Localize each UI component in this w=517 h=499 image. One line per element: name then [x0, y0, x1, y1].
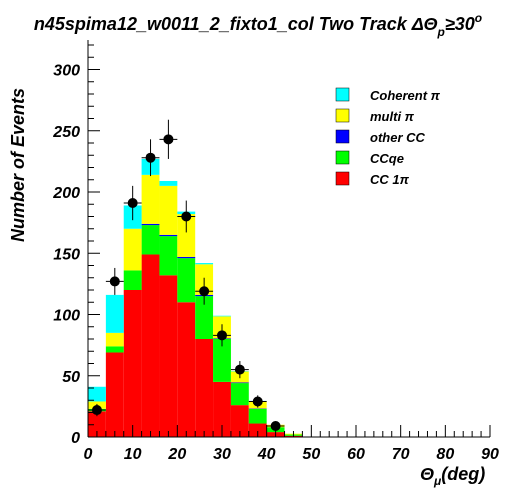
x-tick-label: 90 — [481, 446, 499, 463]
x-tick-label: 50 — [302, 446, 320, 463]
legend: Coherent π multi π other CC CCqe CC 1π — [335, 87, 441, 187]
data-point — [199, 286, 210, 297]
data-point — [217, 330, 227, 341]
y-tick-label: 250 — [52, 124, 80, 141]
bar-other-cc — [141, 223, 160, 226]
y-tick-label: 50 — [62, 369, 80, 386]
data-point — [91, 405, 102, 416]
y-tick-label: 200 — [52, 185, 80, 202]
bar-cc-1 — [213, 381, 231, 437]
bar-multi — [159, 185, 178, 235]
bar-multi — [123, 228, 142, 271]
data-point — [109, 276, 120, 287]
bar-coherent — [159, 180, 178, 186]
stacked-bars — [88, 158, 321, 437]
bar-ccqe — [123, 270, 142, 290]
bar-ccqe — [177, 258, 196, 303]
x-tick-label: 10 — [124, 446, 142, 463]
x-tick-label: 40 — [257, 446, 276, 463]
bar-cc-1 — [141, 254, 160, 437]
chart-title-sub: p — [436, 25, 444, 39]
x-axis-label-tail: (deg) — [441, 464, 485, 484]
x-axis-label: Θμ(deg) — [420, 464, 485, 488]
y-tick-label: 300 — [53, 63, 80, 80]
bar-cc-1 — [248, 423, 267, 437]
bar-multi — [141, 174, 160, 224]
bar-ccqe — [159, 236, 178, 276]
legend-label-ccqe: CCqe — [370, 151, 404, 166]
bar-cc-1 — [159, 275, 178, 437]
bar-coherent — [88, 386, 106, 402]
bar-cc-1 — [88, 411, 106, 437]
bar-coherent — [213, 315, 231, 317]
legend-swatch-ccqe — [335, 150, 350, 165]
legend-swatch-other-cc — [335, 129, 350, 144]
bar-ccqe — [248, 408, 267, 424]
chart-title: n45spima12_w0011_2_fixto1_col Two Track … — [34, 11, 482, 39]
legend-label-coherent: Coherent π — [370, 88, 441, 103]
bar-other-cc — [159, 234, 178, 237]
legend-swatch-cc-1 — [335, 171, 350, 186]
bar-ccqe — [213, 339, 231, 382]
bar-coherent — [105, 294, 124, 333]
data-point — [181, 211, 192, 222]
x-tick-label: 30 — [213, 446, 231, 463]
x-tick-label: 80 — [436, 446, 454, 463]
bar-ccqe — [105, 346, 124, 353]
legend-swatch-multi — [335, 108, 350, 123]
axes: 0 10 20 30 40 50 60 70 80 90 0 50 100 150 200 250 300 — [52, 40, 499, 463]
bar-cc-1 — [195, 339, 214, 437]
bar-multi — [105, 332, 124, 347]
bar-cc-1 — [230, 405, 249, 437]
legend-swatch-coherent — [335, 87, 350, 102]
legend-label-multi: multi π — [370, 109, 415, 124]
bar-cc-1 — [123, 290, 142, 437]
x-tick-label: 20 — [167, 446, 186, 463]
bar-ccqe — [230, 383, 249, 406]
legend-label-other-cc: other CC — [370, 130, 426, 145]
y-axis-label: Number of Events — [8, 88, 28, 242]
x-tick-label: 70 — [392, 446, 410, 463]
chart-title-main: n45spima12_w0011_2_fixto1_col Two Track … — [34, 14, 438, 34]
legend-label-cc-1: CC 1π — [370, 172, 410, 187]
bar-other-cc — [177, 256, 196, 259]
bar-multi — [177, 214, 196, 257]
x-tick-label: 60 — [347, 446, 365, 463]
y-tick-label: 100 — [53, 308, 80, 325]
bar-cc-1 — [177, 302, 196, 437]
data-point — [252, 396, 263, 407]
bar-other-cc — [230, 382, 249, 384]
data-points — [88, 119, 285, 431]
data-point — [234, 364, 245, 375]
y-tick-label: 0 — [71, 430, 80, 447]
bar-coherent — [195, 263, 214, 265]
data-point — [270, 420, 281, 431]
data-point — [127, 198, 138, 209]
data-point — [145, 152, 156, 163]
x-tick-label: 0 — [84, 446, 93, 463]
data-point — [163, 134, 174, 145]
x-axis-label-main: Θ — [420, 464, 434, 484]
bar-ccqe — [195, 296, 214, 339]
y-tick-label: 150 — [53, 246, 80, 263]
bar-ccqe — [141, 225, 160, 255]
bar-cc-1 — [105, 352, 124, 437]
chart-title-sup: o — [475, 11, 482, 25]
x-axis-label-sub: μ — [433, 474, 442, 488]
chart-title-tail: ≥30 — [445, 14, 475, 34]
